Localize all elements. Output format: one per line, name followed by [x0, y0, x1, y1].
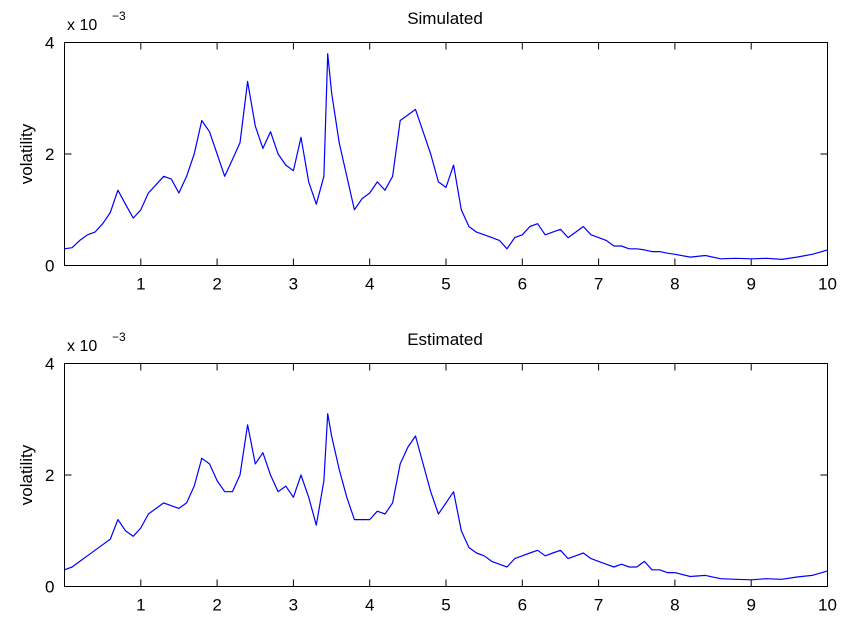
x-tick-label: 6	[518, 596, 527, 615]
x-tick-label: 8	[670, 596, 679, 615]
y-tick-label: 0	[45, 257, 54, 276]
x-tick-label: 4	[365, 275, 374, 294]
x-tick-label: 7	[594, 596, 603, 615]
y-tick-label: 2	[45, 145, 54, 164]
y-tick-label: 2	[45, 466, 54, 485]
x-tick-label: 10	[818, 596, 837, 615]
x-tick-label: 3	[289, 596, 298, 615]
x-tick-label: 5	[441, 596, 450, 615]
y-axis-label: volatility	[17, 444, 36, 505]
chart-title: Estimated	[407, 330, 483, 349]
y-multiplier-exponent: −3	[112, 9, 126, 23]
x-tick-label: 8	[670, 275, 679, 294]
axes-frame	[64, 42, 828, 266]
chart-title: Simulated	[407, 9, 483, 28]
y-axis-label: volatility	[17, 123, 36, 184]
x-tick-label: 9	[746, 275, 755, 294]
series-line	[64, 53, 828, 260]
x-tick-label: 1	[136, 275, 145, 294]
x-tick-label: 4	[365, 596, 374, 615]
estimated-axes: Estimated x 10 −3 volatility 1 2 3 4 5 6 7 8 9 10…	[17, 330, 837, 615]
ticks	[64, 42, 828, 266]
series-line	[64, 413, 828, 581]
tick-labels: 1 2 3 4 5 6 7 8 9 10 0 2 4	[45, 34, 837, 294]
x-tick-label: 10	[818, 275, 837, 294]
y-multiplier-base: x 10	[67, 338, 97, 355]
x-tick-label: 7	[594, 275, 603, 294]
tick-labels: 1 2 3 4 5 6 7 8 9 10 0 2 4	[45, 355, 837, 615]
y-tick-label: 4	[45, 355, 54, 374]
x-tick-label: 2	[212, 275, 221, 294]
y-multiplier-base: x 10	[67, 17, 97, 34]
axes-frame	[64, 363, 828, 587]
x-tick-label: 9	[746, 596, 755, 615]
y-tick-label: 0	[45, 578, 54, 597]
y-multiplier-exponent: −3	[112, 330, 126, 344]
y-tick-label: 4	[45, 34, 54, 53]
x-tick-label: 1	[136, 596, 145, 615]
ticks	[64, 363, 828, 587]
x-tick-label: 5	[441, 275, 450, 294]
simulated-axes: Simulated x 10 −3 volatility 1 2 3 4 5 6 7 8 9 10…	[17, 9, 837, 294]
x-tick-label: 6	[518, 275, 527, 294]
x-tick-label: 3	[289, 275, 298, 294]
x-tick-label: 2	[212, 596, 221, 615]
